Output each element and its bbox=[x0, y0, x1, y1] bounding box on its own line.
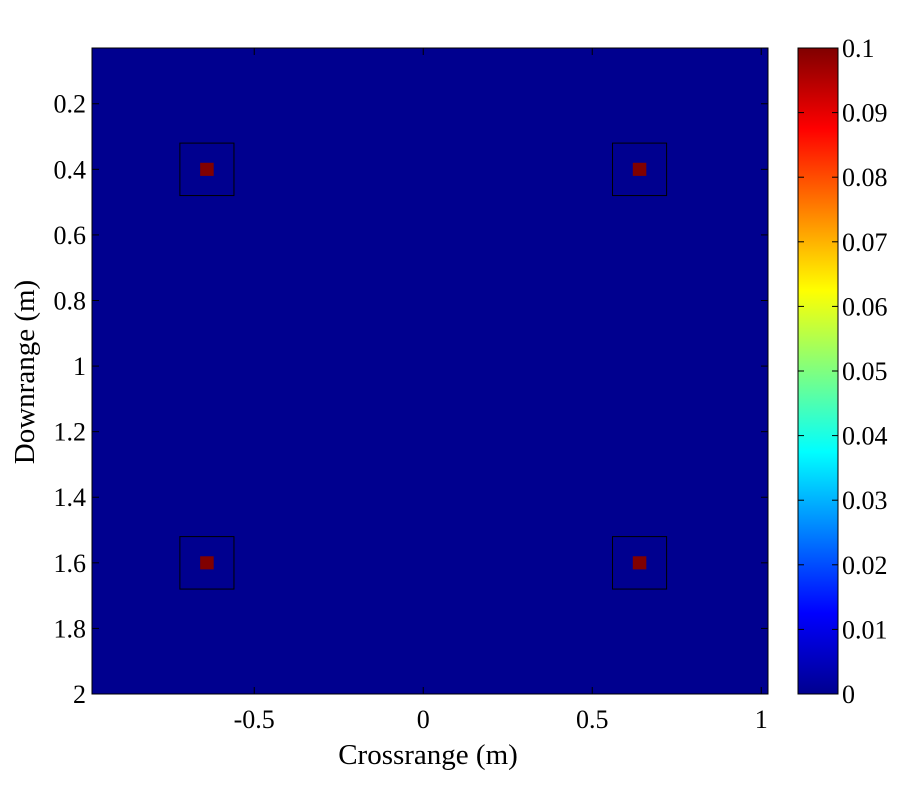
plot-frame bbox=[91, 47, 769, 695]
colorbar-tick-label: 0.1 bbox=[842, 34, 875, 63]
y-tick-label: 0.4 bbox=[54, 155, 87, 184]
target-box-1 bbox=[179, 142, 235, 197]
target-box-3 bbox=[179, 536, 235, 590]
colorbar-tick-label: 0.09 bbox=[842, 99, 888, 128]
colorbar-tick-label: 0.06 bbox=[842, 292, 888, 321]
x-tick-label: 1 bbox=[755, 705, 768, 734]
target-cell-4 bbox=[632, 556, 647, 570]
heatmap-background bbox=[92, 48, 768, 694]
target-cell-2 bbox=[632, 162, 647, 176]
colorbar: 0 0.01 0.02 0.03 0.04 0.05 0.06 0.07 0.08 0.09 0.1 bbox=[797, 34, 888, 709]
y-tick-label: 0.2 bbox=[54, 90, 87, 119]
colorbar-tick-label: 0.08 bbox=[842, 163, 888, 192]
x-tick-label: -0.5 bbox=[234, 705, 275, 734]
colorbar-tick-label: 0.01 bbox=[842, 615, 888, 644]
colorbar-tick-label: 0.04 bbox=[842, 422, 888, 451]
x-tick-label: 0.5 bbox=[576, 705, 609, 734]
y-tick-label: 1 bbox=[73, 352, 86, 381]
colorbar-gradient bbox=[797, 47, 839, 695]
target-cell-1 bbox=[200, 162, 214, 176]
y-tick-label: 1.6 bbox=[54, 549, 87, 578]
colorbar-tick-label: 0.07 bbox=[842, 228, 888, 257]
colorbar-tick-label: 0.02 bbox=[842, 551, 888, 580]
y-tick-label: 2 bbox=[73, 680, 86, 709]
x-tick-label: 0 bbox=[417, 705, 430, 734]
y-tick-label: 0.8 bbox=[54, 286, 87, 315]
target-box-2 bbox=[612, 142, 668, 197]
y-tick-label: 1.8 bbox=[54, 614, 87, 643]
y-axis-label: Downrange (m) bbox=[9, 280, 41, 464]
target-box-4 bbox=[612, 536, 668, 590]
y-tick-label: 1.2 bbox=[54, 418, 87, 447]
y-axis: 0.2 0.4 0.6 0.8 1 1.2 1.4 1.6 1.8 2 bbox=[54, 90, 768, 709]
colorbar-tick-label: 0 bbox=[842, 680, 855, 709]
x-axis: -0.5 0 0.5 1 bbox=[234, 48, 768, 734]
target-cell-3 bbox=[200, 556, 214, 570]
x-axis-label: Crossrange (m) bbox=[338, 739, 518, 771]
y-tick-label: 1.4 bbox=[54, 483, 87, 512]
colorbar-tick-label: 0.03 bbox=[842, 486, 888, 515]
plot-area bbox=[91, 47, 769, 695]
y-tick-label: 0.6 bbox=[54, 221, 87, 250]
colorbar-tick-label: 0.05 bbox=[842, 357, 888, 386]
